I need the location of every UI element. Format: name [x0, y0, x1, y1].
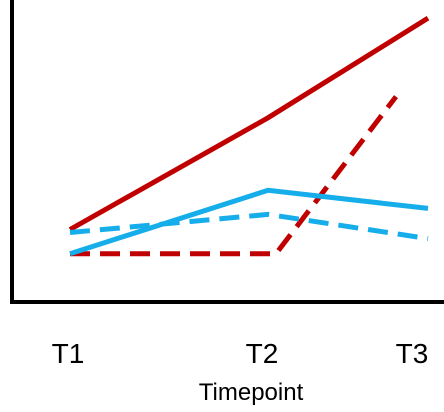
series-line-3: [69, 187, 429, 257]
series-line-1: [68, 15, 430, 232]
series-line-4: [69, 211, 429, 242]
series-layer: [68, 15, 430, 257]
x-tick-label: T3: [396, 338, 429, 369]
x-tick-label: T2: [246, 338, 279, 369]
axes: [10, 0, 444, 304]
x-tick-labels: T1 T2 T3: [52, 338, 429, 369]
x-tick-label: T1: [52, 338, 85, 369]
x-axis-title: Timepoint: [199, 379, 304, 406]
series-line-2: [70, 95, 398, 257]
